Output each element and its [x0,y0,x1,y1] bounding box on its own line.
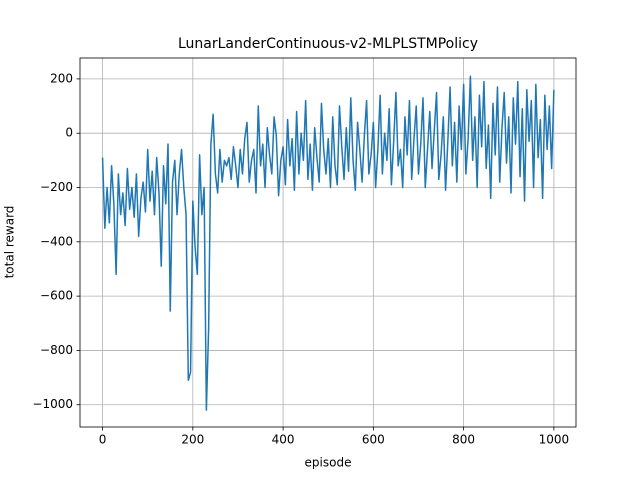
x-tick-label: 600 [362,433,385,447]
x-tick-label: 400 [272,433,295,447]
x-tick-label: 800 [452,433,475,447]
chart-title: LunarLanderContinuous-v2-MLPLSTMPolicy [178,36,478,52]
y-axis-label: total reward [3,206,17,279]
x-tick-label: 0 [99,433,107,447]
y-tick-label: −400 [40,234,73,248]
y-tick-label: −200 [40,180,73,194]
y-tick-label: −1000 [32,397,73,411]
y-tick-label: 0 [65,126,73,140]
data-line [101,75,555,411]
y-tick-label: −800 [40,343,73,357]
plot-frame [79,57,577,428]
x-tick-label: 200 [181,433,204,447]
x-tick-label: 1000 [539,433,570,447]
y-tick-label: 200 [50,71,73,85]
x-axis-label: episode [305,456,352,470]
y-tick-label: −600 [40,289,73,303]
